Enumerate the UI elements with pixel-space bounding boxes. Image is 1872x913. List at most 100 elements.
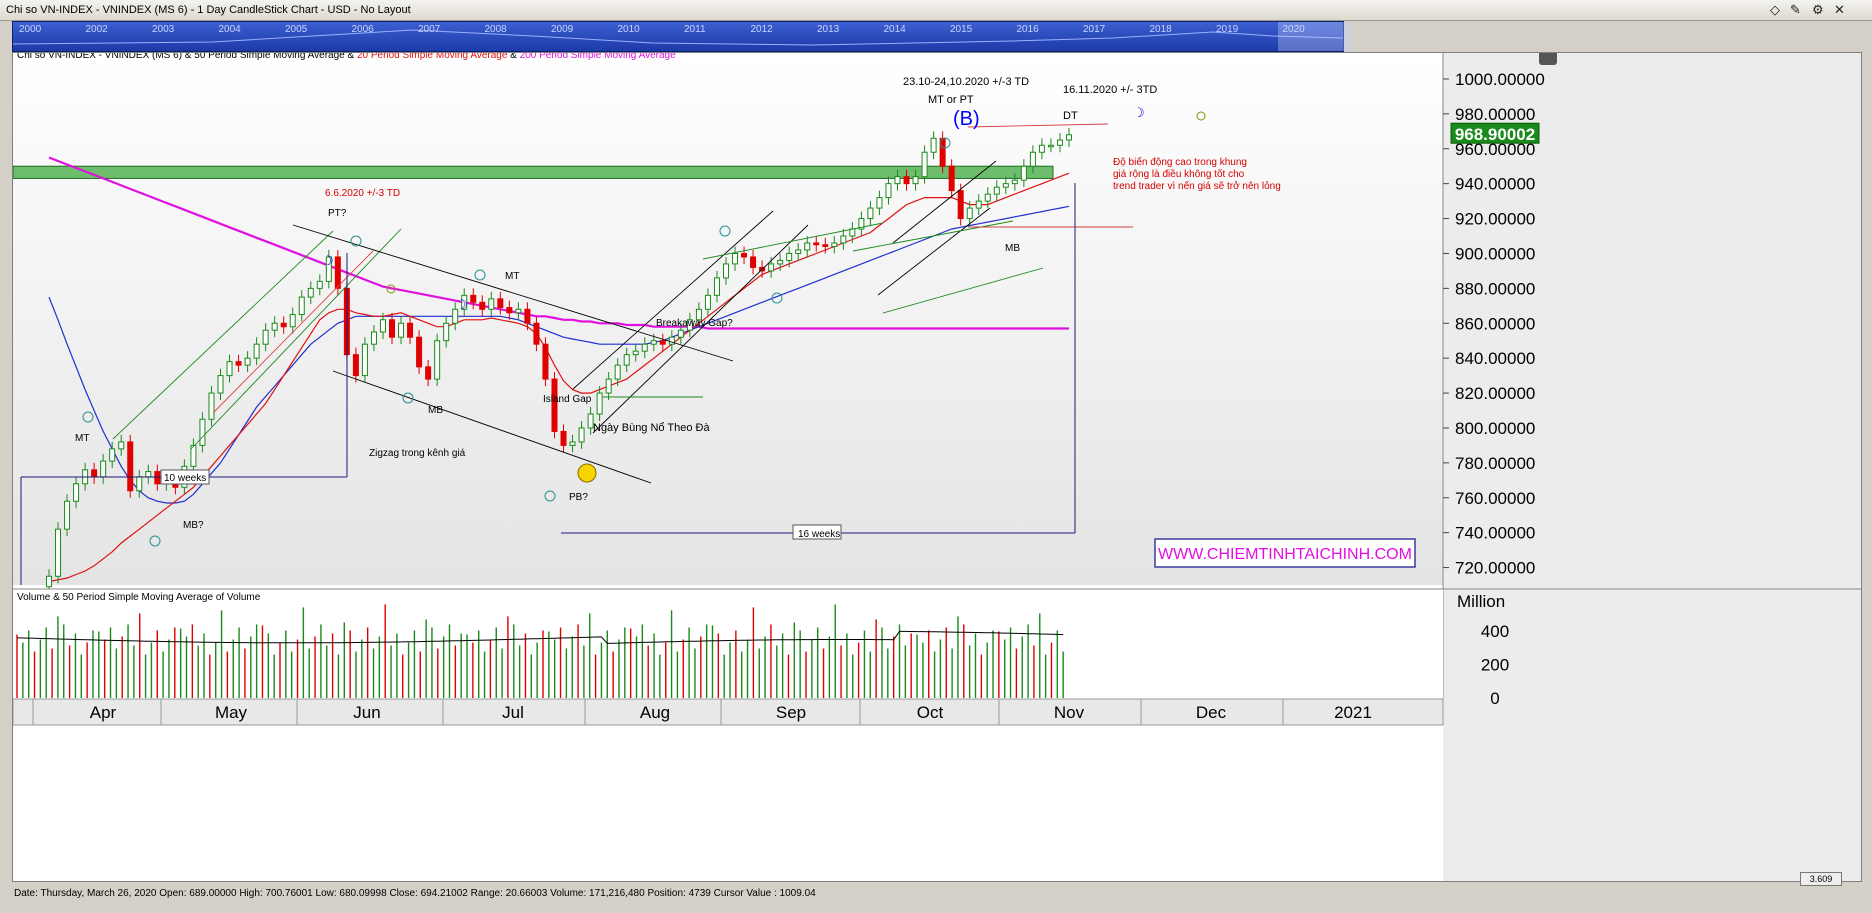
candle-body <box>948 165 955 192</box>
candle-body <box>208 392 215 420</box>
price-tick-label: 780.00000 <box>1455 454 1535 473</box>
price-tick-label: 840.00000 <box>1455 349 1535 368</box>
wave-circle-icon <box>719 225 731 237</box>
candle-body <box>425 366 432 380</box>
wave-circle-icon <box>149 535 161 547</box>
price-tick-label: 820.00000 <box>1455 384 1535 403</box>
zoom-level[interactable]: 3.609 <box>1800 872 1842 886</box>
annotation: (B) <box>953 108 980 130</box>
navigator-year: 2006 <box>351 24 374 35</box>
annotation: MT or PT <box>928 94 974 106</box>
date-axis-bg <box>13 698 1444 726</box>
window-titlebar: Chi so VN-INDEX - VNINDEX (MS 6) - 1 Day… <box>0 0 1872 21</box>
annotation: MB? <box>183 520 204 531</box>
navigator-year: 2015 <box>950 24 973 35</box>
candle-body <box>641 343 648 352</box>
candle-body <box>199 418 206 446</box>
annotation: 10 weeks <box>164 473 206 484</box>
navigator-year: 2002 <box>85 24 108 35</box>
ma20-line <box>48 172 1070 583</box>
candle-body <box>307 287 314 298</box>
navigator-year: 2019 <box>1216 24 1239 35</box>
candle-body <box>858 218 865 230</box>
chart-frame: Chi so VN-INDEX - VNINDEX (MS 6) & 50 Pe… <box>12 52 1862 882</box>
candle-body <box>325 256 332 282</box>
wave-circle-icon <box>474 269 486 281</box>
candle-body <box>118 441 125 450</box>
history-navigator[interactable]: 2000 2002 2003 2004 2005 2006 2007 2008 2009 2010… <box>12 21 1353 52</box>
price-tick-label: 980.00000 <box>1455 105 1535 124</box>
candle-body <box>777 259 784 265</box>
wave-circle-icon <box>402 392 414 404</box>
settings-icon[interactable]: ⚙ <box>1812 2 1824 17</box>
candle-body <box>280 322 287 328</box>
candle-body <box>1011 179 1018 185</box>
close-icon[interactable]: ✕ <box>1834 2 1845 17</box>
marker-circle-icon <box>386 284 396 294</box>
candle-body <box>867 207 874 220</box>
navigator-year: 2009 <box>551 24 574 35</box>
annotation: 16.11.2020 +/- 3TD <box>1063 84 1157 96</box>
candle-body <box>596 392 603 415</box>
volume-axis-label: Million <box>1457 592 1505 611</box>
navigator-year: 2017 <box>1083 24 1106 35</box>
candle-body <box>614 364 621 380</box>
candle-body <box>885 183 892 199</box>
candle-body <box>506 307 513 314</box>
candle-body <box>993 186 1000 195</box>
candle-body <box>55 528 62 577</box>
candle-body <box>876 197 883 209</box>
month-label: Jul <box>502 703 524 722</box>
annotation: MT <box>505 271 519 282</box>
candle-body <box>298 296 305 316</box>
candle-body <box>984 193 991 202</box>
candle-body <box>713 277 720 296</box>
window-title: Chi so VN-INDEX - VNINDEX (MS 6) - 1 Day… <box>6 4 411 16</box>
wave-circle-icon <box>771 292 783 304</box>
ma200-line <box>48 156 1069 330</box>
candlestick-chart[interactable]: Chi so VN-INDEX - VNINDEX (MS 6) & 50 Pe… <box>13 53 1861 881</box>
trend-line <box>332 370 652 484</box>
candle-body <box>750 256 757 268</box>
trend-line <box>967 123 1109 128</box>
candle-body <box>1056 139 1063 146</box>
month-label: May <box>215 703 248 722</box>
legend-amp: & <box>507 53 519 61</box>
candle-body <box>1047 144 1054 148</box>
price-axis-bg <box>1443 53 1861 881</box>
price-tick-label: 760.00000 <box>1455 489 1535 508</box>
chart-legend: Chi so VN-INDEX - VNINDEX (MS 6) & 50 Pe… <box>17 53 676 61</box>
moon-icon: ☽ <box>1133 105 1145 120</box>
candle-body <box>560 430 567 446</box>
navigator-selection[interactable] <box>1278 22 1353 51</box>
trend-line <box>877 207 991 296</box>
wave-circle-icon <box>939 137 951 149</box>
candle-body <box>434 340 441 380</box>
volume-tick-label: 400 <box>1481 622 1509 641</box>
pin-icon[interactable]: ✎ <box>1790 2 1801 17</box>
navigator-year: 2010 <box>617 24 640 35</box>
trend-line <box>212 250 374 414</box>
trend-line <box>292 224 734 362</box>
legend-prefix: Chi so VN-INDEX - VNINDEX (MS 6) & 50 Pe… <box>17 53 357 61</box>
annotation: Breakaway Gap? <box>656 318 733 329</box>
candle-body <box>452 308 459 324</box>
candle-body <box>497 298 504 309</box>
navigator-year: 2000 <box>19 24 42 35</box>
diamond-icon[interactable]: ◇ <box>1770 2 1780 17</box>
candle-body <box>154 471 161 485</box>
candle-body <box>966 207 973 220</box>
navigator-year: 2003 <box>152 24 175 35</box>
trend-line <box>572 210 774 390</box>
candle-body <box>903 176 910 185</box>
candle-body <box>813 242 820 246</box>
candle-body <box>253 343 260 359</box>
candle-body <box>226 361 233 377</box>
annotation: PT? <box>328 208 347 219</box>
wave-circle-icon <box>350 235 362 247</box>
annotation: MT <box>75 433 89 444</box>
marker-circle-icon <box>1196 111 1206 121</box>
candle-body <box>1066 134 1072 141</box>
candle-body <box>398 322 405 338</box>
navigator-year: 2012 <box>750 24 773 35</box>
